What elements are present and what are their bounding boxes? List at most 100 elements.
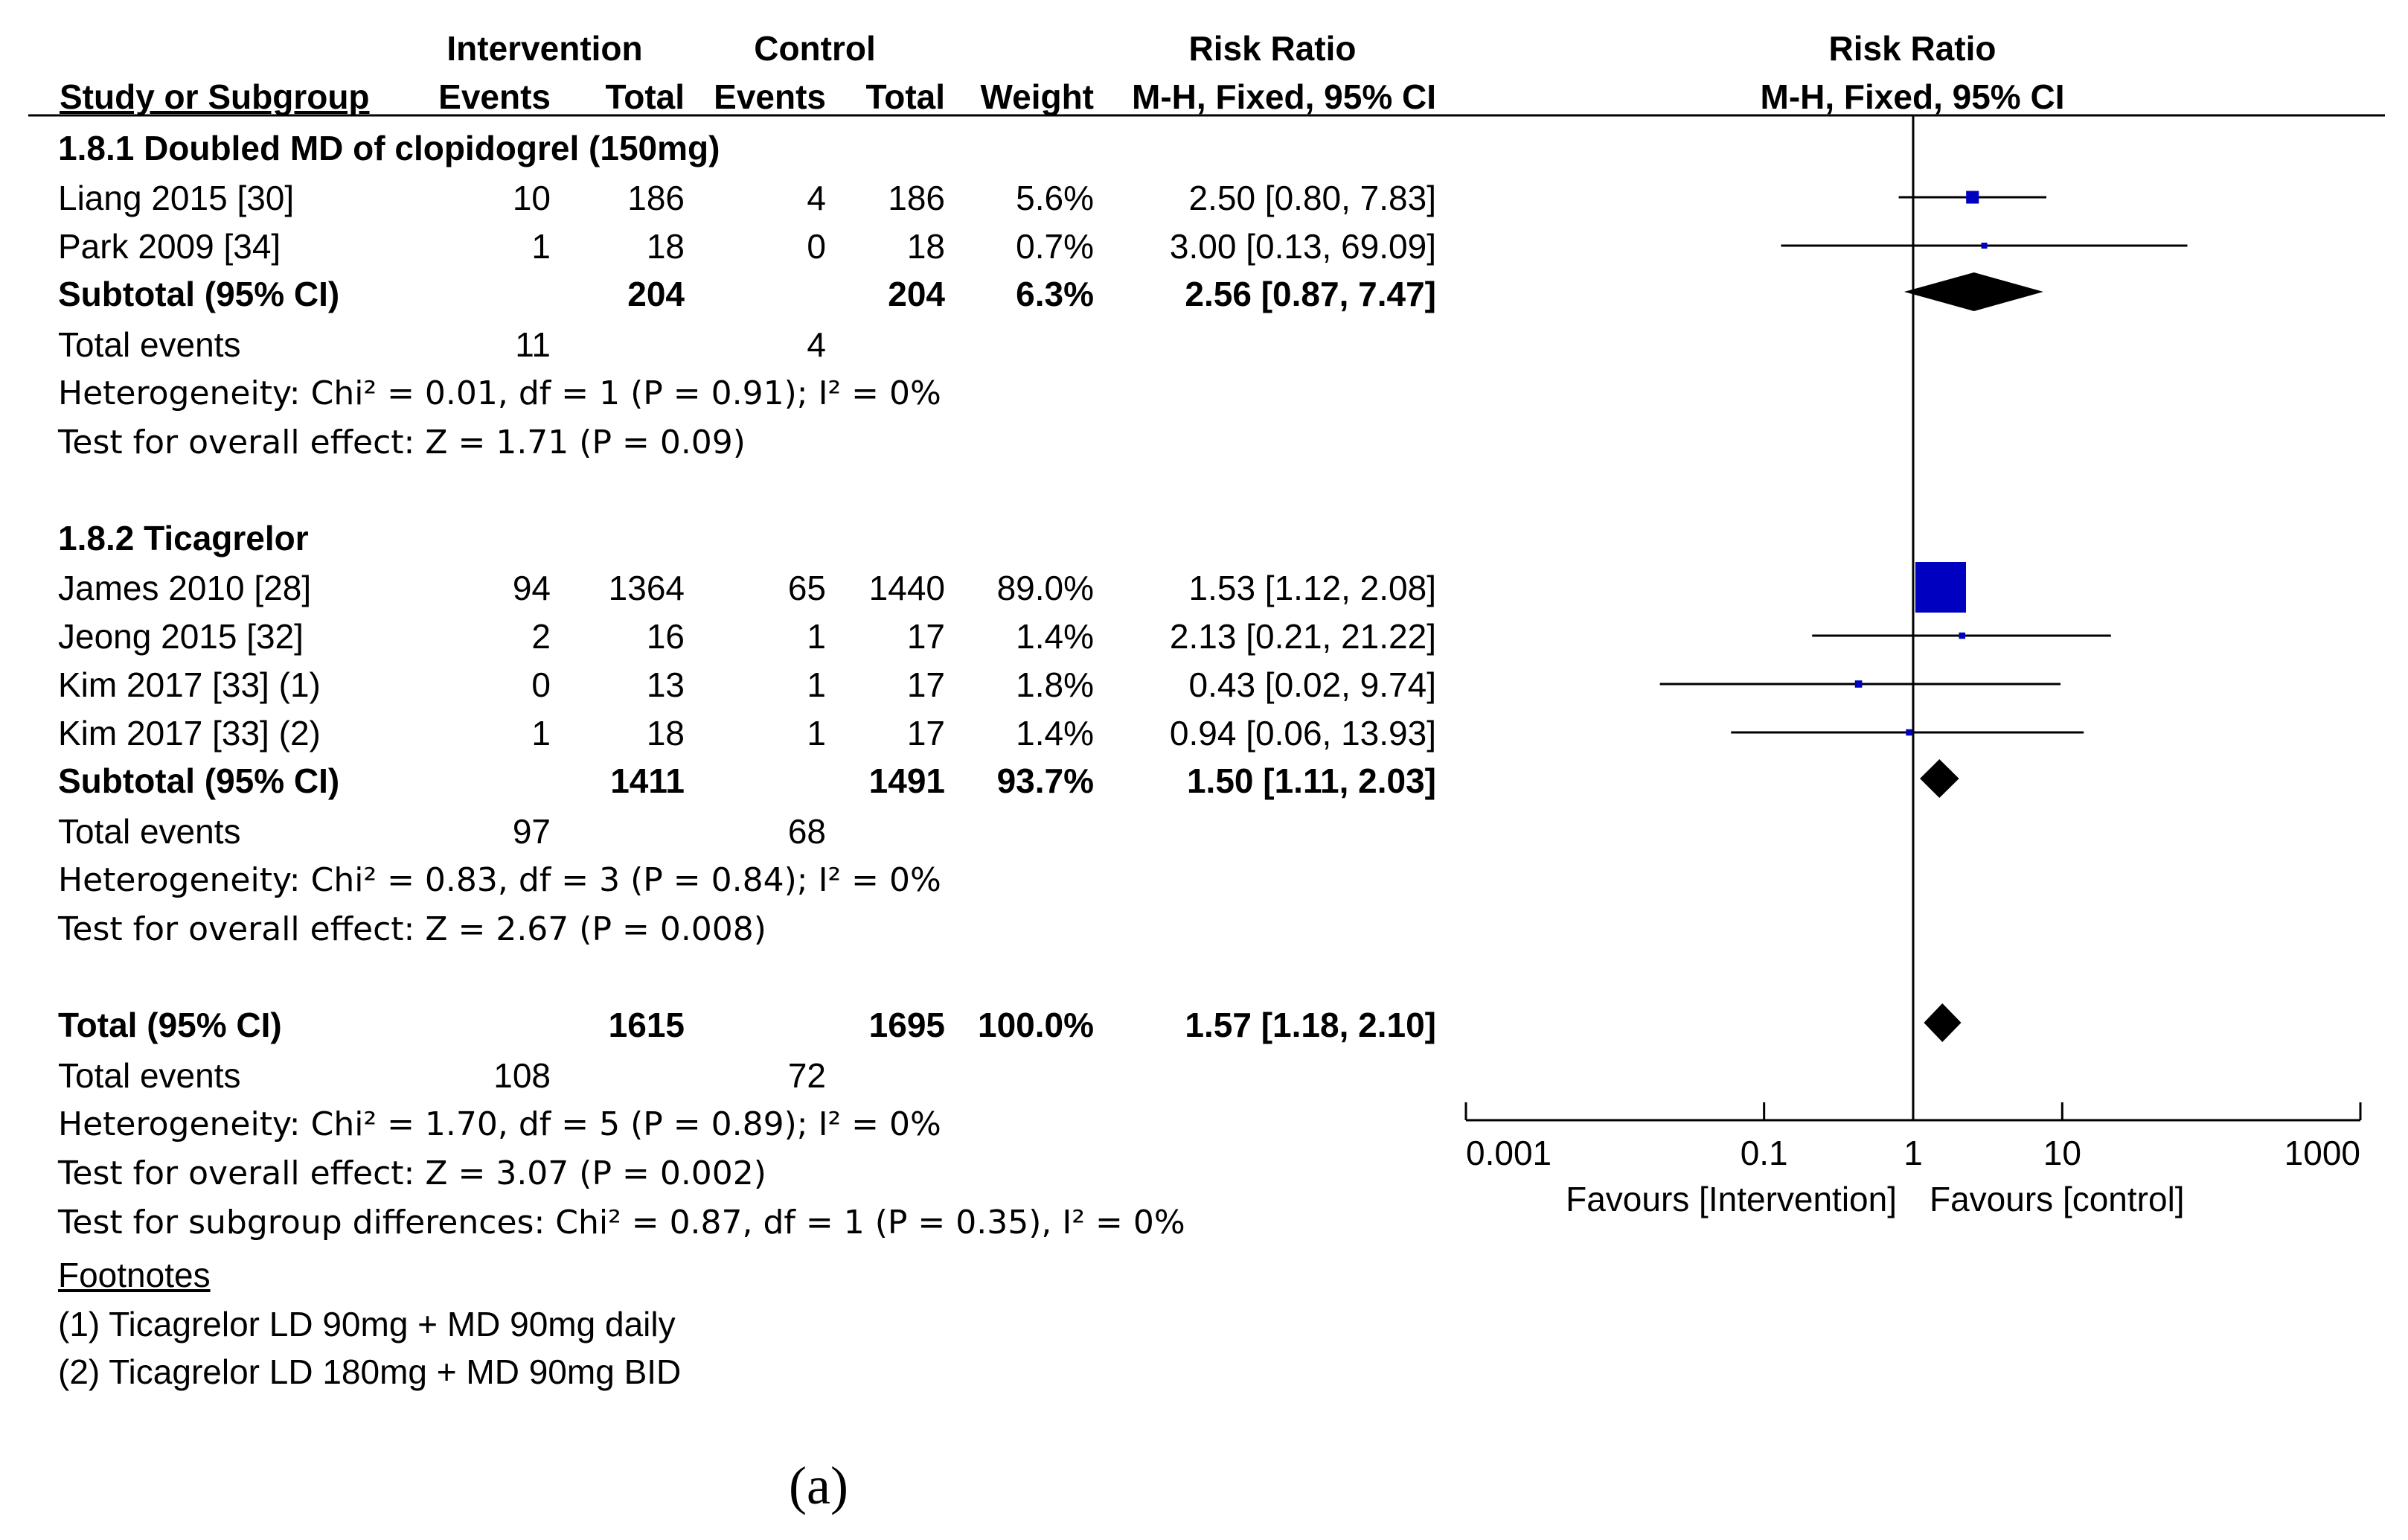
intervention-total: 186 xyxy=(627,179,685,217)
total-events-control: 68 xyxy=(787,812,826,851)
subtotal-control-total: 1491 xyxy=(868,761,945,800)
figure-caption: (a) xyxy=(789,1456,848,1515)
subtotal-risk-ratio: 2.56 [0.87, 7.47] xyxy=(1185,275,1436,313)
total-events-label: Total events xyxy=(58,1056,241,1095)
favours-intervention-label: Favours [Intervention] xyxy=(1566,1180,1897,1218)
total-control-total: 1695 xyxy=(868,1006,945,1044)
x-tick-label: 0.001 xyxy=(1466,1134,1552,1172)
control-total: 17 xyxy=(906,665,945,704)
x-tick-label: 1000 xyxy=(2284,1134,2360,1172)
total-events-control: 4 xyxy=(807,325,826,364)
weight: 1.4% xyxy=(1016,617,1094,656)
footnotes-title: Footnotes xyxy=(58,1256,211,1294)
header-risk-ratio: Risk Ratio xyxy=(1188,29,1357,68)
control-events: 0 xyxy=(807,227,826,266)
intervention-total: 16 xyxy=(646,617,685,656)
subtotal-weight: 6.3% xyxy=(1016,275,1094,313)
subgroup-title: 1.8.2 Ticagrelor xyxy=(58,519,309,557)
overall-effect-text: Test for overall effect: Z = 1.71 (P = 0… xyxy=(58,424,746,461)
risk-ratio-ci: 2.50 [0.80, 7.83] xyxy=(1188,179,1437,217)
subtotal-risk-ratio: 1.50 [1.11, 2.03] xyxy=(1186,761,1436,800)
footnote-item: (2) Ticagrelor LD 180mg + MD 90mg BID xyxy=(58,1352,682,1391)
intervention-total: 18 xyxy=(646,714,685,753)
header-intervention-total: Total xyxy=(605,77,685,116)
header-method: M-H, Fixed, 95% CI xyxy=(1132,77,1436,116)
control-events: 65 xyxy=(787,569,826,607)
study-name: Kim 2017 [33] (2) xyxy=(58,714,321,753)
study-box xyxy=(1981,243,1988,249)
study-box xyxy=(1906,729,1912,736)
pooled-diamond xyxy=(1924,1003,1962,1042)
total-label: Total (95% CI) xyxy=(58,1006,282,1044)
pooled-diamond xyxy=(1903,272,2043,311)
header-risk-ratio-plot: Risk Ratio xyxy=(1828,29,1996,68)
risk-ratio-ci: 1.53 [1.12, 2.08] xyxy=(1188,569,1437,607)
total-weight: 100.0% xyxy=(977,1006,1094,1044)
intervention-events: 1 xyxy=(531,714,551,753)
overall-effect-text: Test for overall effect: Z = 3.07 (P = 0… xyxy=(58,1154,766,1192)
total-events-intervention: 108 xyxy=(493,1056,551,1095)
heterogeneity-text: Heterogeneity: Chi² = 0.83, df = 3 (P = … xyxy=(58,861,941,899)
header-control-total: Total xyxy=(865,77,945,116)
total-events-label: Total events xyxy=(58,325,241,364)
weight: 1.4% xyxy=(1016,714,1094,753)
header-control: Control xyxy=(754,29,876,68)
intervention-events: 2 xyxy=(531,617,551,656)
header-weight: Weight xyxy=(980,77,1094,116)
intervention-events: 1 xyxy=(531,227,551,266)
control-total: 17 xyxy=(906,617,945,656)
intervention-total: 1364 xyxy=(608,569,685,607)
subtotal-label: Subtotal (95% CI) xyxy=(58,275,340,313)
control-total: 17 xyxy=(906,714,945,753)
favours-control-label: Favours [control] xyxy=(1930,1180,2185,1218)
study-name: James 2010 [28] xyxy=(58,569,312,607)
study-box xyxy=(1959,632,1966,639)
x-tick-label: 0.1 xyxy=(1741,1134,1788,1172)
x-tick-label: 1 xyxy=(1903,1134,1923,1172)
control-events: 1 xyxy=(807,714,826,753)
weight: 89.0% xyxy=(996,569,1094,607)
study-box xyxy=(1854,680,1863,688)
intervention-events: 10 xyxy=(512,179,551,217)
study-name: Park 2009 [34] xyxy=(58,227,281,266)
header-study-or-subgroup: Study or Subgroup xyxy=(60,77,370,116)
header-intervention: Intervention xyxy=(446,29,643,68)
control-total: 186 xyxy=(888,179,945,217)
study-box xyxy=(1966,191,1979,204)
header-method-plot: M-H, Fixed, 95% CI xyxy=(1760,77,2065,116)
weight: 0.7% xyxy=(1016,227,1094,266)
overall-effect-text: Test for overall effect: Z = 2.67 (P = 0… xyxy=(58,910,766,948)
control-events: 1 xyxy=(807,617,826,656)
risk-ratio-ci: 0.94 [0.06, 13.93] xyxy=(1169,714,1436,753)
subtotal-control-total: 204 xyxy=(888,275,945,313)
heterogeneity-text: Heterogeneity: Chi² = 0.01, df = 1 (P = … xyxy=(58,374,941,412)
study-name: Jeong 2015 [32] xyxy=(58,617,304,656)
total-risk-ratio: 1.57 [1.18, 2.10] xyxy=(1185,1006,1436,1044)
intervention-total: 18 xyxy=(646,227,685,266)
intervention-events: 94 xyxy=(512,569,551,607)
subtotal-intervention-total: 1411 xyxy=(610,761,685,800)
header-control-events: Events xyxy=(714,77,826,116)
control-events: 4 xyxy=(807,179,826,217)
risk-ratio-ci: 2.13 [0.21, 21.22] xyxy=(1169,617,1436,656)
weight: 5.6% xyxy=(1016,179,1094,217)
total-intervention-total: 1615 xyxy=(608,1006,685,1044)
total-events-control: 72 xyxy=(787,1056,826,1095)
total-events-intervention: 11 xyxy=(515,325,551,364)
risk-ratio-ci: 3.00 [0.13, 69.09] xyxy=(1169,227,1436,266)
risk-ratio-ci: 0.43 [0.02, 9.74] xyxy=(1188,665,1437,704)
x-tick-label: 10 xyxy=(2043,1134,2081,1172)
pooled-diamond xyxy=(1920,759,1959,798)
footnote-item: (1) Ticagrelor LD 90mg + MD 90mg daily xyxy=(58,1305,676,1343)
study-name: Kim 2017 [33] (1) xyxy=(58,665,321,704)
control-total: 1440 xyxy=(868,569,945,607)
heterogeneity-text: Heterogeneity: Chi² = 1.70, df = 5 (P = … xyxy=(58,1105,941,1143)
total-events-label: Total events xyxy=(58,812,241,851)
intervention-total: 13 xyxy=(646,665,685,704)
total-events-intervention: 97 xyxy=(512,812,551,851)
intervention-events: 0 xyxy=(531,665,551,704)
subtotal-label: Subtotal (95% CI) xyxy=(58,761,340,800)
header-intervention-events: Events xyxy=(438,77,551,116)
